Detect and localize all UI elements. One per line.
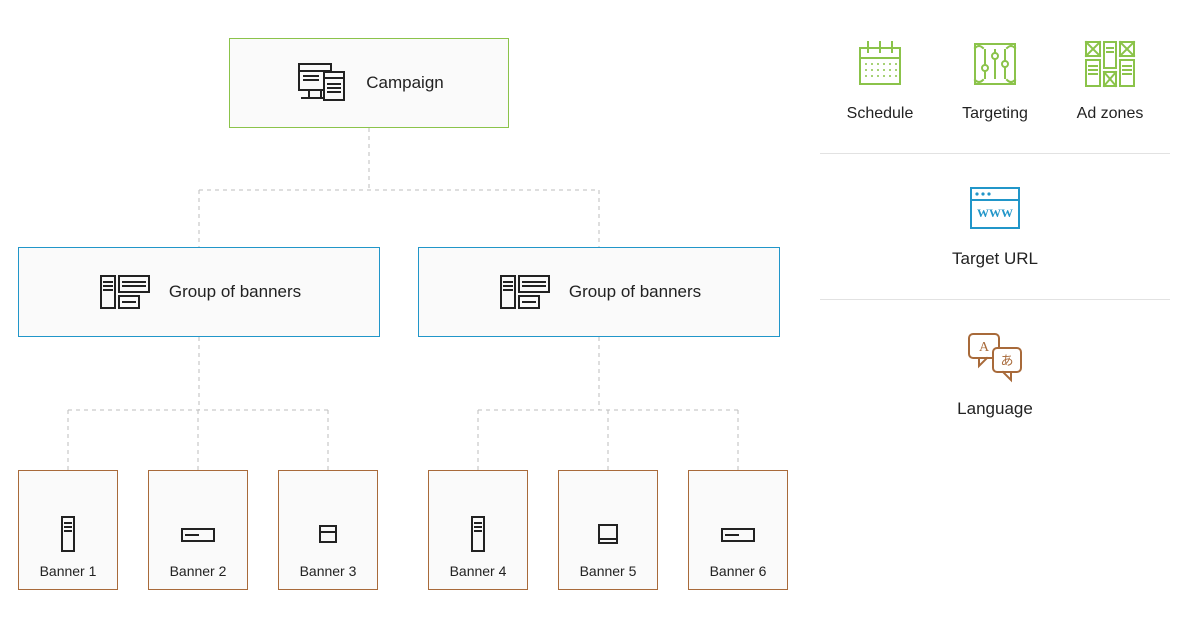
feature-label: Ad zones (1077, 105, 1144, 123)
feature-sidebar: Schedule Targeting Ad zones WWW Target U… (820, 38, 1170, 449)
group-icon (497, 270, 553, 314)
feature-language: A あ Language (820, 328, 1170, 449)
group-node-2: Group of banners (418, 247, 780, 337)
banner-square-icon (313, 513, 343, 555)
group-node-1: Group of banners (18, 247, 380, 337)
svg-text:A: A (979, 340, 990, 355)
feature-ad-zones: Ad zones (1056, 38, 1164, 123)
banner-node-6: Banner 6 (688, 470, 788, 590)
node-label: Banner 4 (450, 563, 507, 579)
banner-node-5: Banner 5 (558, 470, 658, 590)
svg-text:あ: あ (1000, 353, 1013, 368)
banner-node-3: Banner 3 (278, 470, 378, 590)
targeturl-icon: WWW (965, 182, 1025, 239)
campaign-icon (294, 58, 350, 108)
group-icon (97, 270, 153, 314)
node-label: Banner 3 (300, 563, 357, 579)
node-label: Group of banners (569, 282, 701, 302)
diagram-stage: Campaign Group of banners Group of banne… (0, 0, 1200, 628)
targeting-icon (969, 38, 1021, 95)
feature-label: Schedule (847, 105, 914, 123)
banner-tall-icon (53, 513, 83, 555)
schedule-icon (854, 38, 906, 95)
feature-target-url: WWW Target URL (820, 182, 1170, 299)
node-label: Banner 2 (170, 563, 227, 579)
feature-label: Targeting (962, 105, 1028, 123)
banner-node-1: Banner 1 (18, 470, 118, 590)
banner-node-4: Banner 4 (428, 470, 528, 590)
feature-targeting: Targeting (941, 38, 1049, 123)
banner-wide-icon (718, 513, 758, 555)
feature-label: Target URL (952, 249, 1038, 269)
feature-label: Language (957, 399, 1033, 419)
campaign-node: Campaign (229, 38, 509, 128)
divider (820, 153, 1170, 154)
node-label: Banner 6 (710, 563, 767, 579)
node-label: Campaign (366, 73, 444, 93)
node-label: Group of banners (169, 282, 301, 302)
adzones-icon (1082, 38, 1138, 95)
banner-open-icon (593, 513, 623, 555)
svg-text:WWW: WWW (977, 206, 1013, 220)
node-label: Banner 5 (580, 563, 637, 579)
feature-schedule: Schedule (826, 38, 934, 123)
language-icon: A あ (963, 328, 1027, 389)
node-label: Banner 1 (40, 563, 97, 579)
banner-wide-icon (178, 513, 218, 555)
banner-node-2: Banner 2 (148, 470, 248, 590)
divider (820, 299, 1170, 300)
banner-tall-icon (463, 513, 493, 555)
